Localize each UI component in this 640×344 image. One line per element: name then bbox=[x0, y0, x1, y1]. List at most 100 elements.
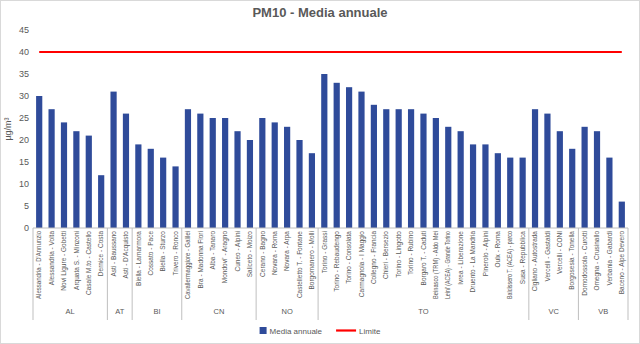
category-label: Omegna - Crusinallo bbox=[593, 231, 601, 291]
bar bbox=[445, 127, 451, 228]
category-label: Saliceto - Moizo bbox=[246, 231, 253, 278]
category-label: Biella - Sturzo bbox=[159, 231, 166, 272]
bar bbox=[371, 105, 377, 228]
legend: Media annualeLimite bbox=[260, 327, 381, 336]
y-tick-label: 15 bbox=[19, 157, 29, 167]
bar bbox=[544, 114, 550, 228]
y-tick bbox=[31, 184, 33, 185]
bar bbox=[123, 114, 129, 228]
bar bbox=[507, 158, 513, 228]
bar bbox=[110, 92, 116, 228]
y-tick bbox=[31, 52, 33, 53]
bar bbox=[98, 175, 104, 228]
bar bbox=[520, 158, 526, 228]
category-label: Asti - D'Acquisto bbox=[122, 231, 130, 279]
title: PM10 - Media annuale bbox=[252, 5, 387, 20]
category-label: Novi Ligure - Gobetti bbox=[60, 231, 68, 291]
category-label: Casale M.to - Castello bbox=[85, 231, 92, 295]
category-label: Alessandria - D'Annunzio bbox=[35, 231, 42, 299]
category-label: Borgaro T. - Caduti bbox=[420, 231, 428, 285]
legend-label: Limite bbox=[359, 327, 381, 336]
plot-marks bbox=[36, 52, 625, 228]
group-label: AL bbox=[66, 307, 75, 316]
legend-swatch bbox=[260, 327, 267, 334]
category-label: Torino - Rubino bbox=[407, 231, 414, 275]
y-tick bbox=[31, 30, 33, 31]
category-label: Domodossola - Curotti bbox=[581, 231, 588, 296]
y-tick bbox=[31, 118, 33, 119]
limit-line bbox=[39, 51, 622, 53]
category-label: Torino - Consolata bbox=[345, 231, 352, 284]
bar bbox=[135, 144, 141, 228]
group-label: VB bbox=[598, 307, 608, 316]
bar bbox=[197, 114, 203, 228]
group-separator bbox=[318, 228, 319, 320]
y-tick-label: 20 bbox=[19, 135, 29, 145]
y-tick-label: 45 bbox=[19, 25, 29, 35]
category-label: Novara - Arpa bbox=[283, 231, 291, 271]
bar bbox=[334, 83, 340, 228]
bar bbox=[148, 149, 154, 228]
bar bbox=[458, 131, 464, 228]
bar bbox=[569, 149, 575, 228]
category-label: Baceno - Alpe Devero bbox=[618, 231, 626, 295]
bar bbox=[284, 127, 290, 228]
bar bbox=[259, 118, 265, 228]
y-tick-label: 25 bbox=[19, 113, 29, 123]
group-separator bbox=[107, 228, 108, 320]
bar bbox=[172, 166, 178, 228]
group-separator bbox=[132, 228, 133, 320]
group-label: NO bbox=[281, 307, 292, 316]
category-label: Vercelli - Gastaldi bbox=[544, 231, 551, 282]
category-label: Cavallermaggiore - Galilei bbox=[184, 231, 192, 299]
bar bbox=[61, 122, 67, 228]
bar bbox=[160, 158, 166, 228]
group-separator bbox=[528, 228, 529, 320]
bar bbox=[594, 131, 600, 228]
bar bbox=[247, 140, 253, 228]
category-label: Ivrea - Liberazione bbox=[457, 231, 464, 285]
category-label: Cossato - Pace bbox=[147, 231, 154, 276]
category-label: Chieri - Bersezio bbox=[382, 231, 389, 279]
bar bbox=[222, 118, 228, 228]
category-label: Druento - La Mandria bbox=[469, 231, 476, 293]
y-tick bbox=[31, 140, 33, 141]
category-label: Baldissero T. (ACEA) - parco bbox=[506, 231, 514, 299]
legend-swatch bbox=[336, 329, 356, 331]
y-tick bbox=[31, 74, 33, 75]
y-tick-label: 35 bbox=[19, 69, 29, 79]
category-label: Torino - Grassi bbox=[321, 231, 328, 273]
bar bbox=[495, 153, 501, 228]
bar bbox=[296, 140, 302, 228]
category-label: Biella - Lamarmora bbox=[135, 231, 142, 286]
bar bbox=[86, 136, 92, 228]
bar bbox=[420, 114, 426, 228]
category-label: Bra - Madonna Fiori bbox=[197, 231, 204, 288]
bar bbox=[557, 131, 563, 228]
group-label: TO bbox=[418, 307, 428, 316]
category-label: Pinerolo - Alpini bbox=[482, 231, 490, 276]
category-label: Trivero - Ronco bbox=[172, 231, 179, 276]
category-label: Borgomanero - Molli bbox=[308, 231, 316, 290]
chart-border bbox=[1, 1, 640, 344]
group-separator bbox=[181, 228, 182, 320]
group-label: BI bbox=[153, 307, 160, 316]
bar bbox=[470, 144, 476, 228]
chart: PM10 - Media annualeµg/m³051015202530354… bbox=[0, 0, 640, 344]
bar bbox=[48, 109, 54, 228]
y-tick-label: 10 bbox=[19, 179, 29, 189]
group-separator bbox=[578, 228, 579, 320]
category-label: Dernice - Costa bbox=[97, 231, 104, 277]
bar bbox=[532, 109, 538, 228]
category-label: Castelletto T. - Fontane bbox=[296, 231, 303, 298]
bar bbox=[383, 109, 389, 228]
y-tick bbox=[31, 162, 33, 163]
y-tick bbox=[31, 96, 33, 97]
bar bbox=[619, 202, 625, 228]
y-tick-label: 30 bbox=[19, 91, 29, 101]
category-label: Alba - Tanaro bbox=[209, 231, 216, 270]
group-label: VC bbox=[548, 307, 559, 316]
bar bbox=[309, 153, 315, 228]
bar bbox=[73, 131, 79, 228]
bar bbox=[358, 92, 364, 228]
